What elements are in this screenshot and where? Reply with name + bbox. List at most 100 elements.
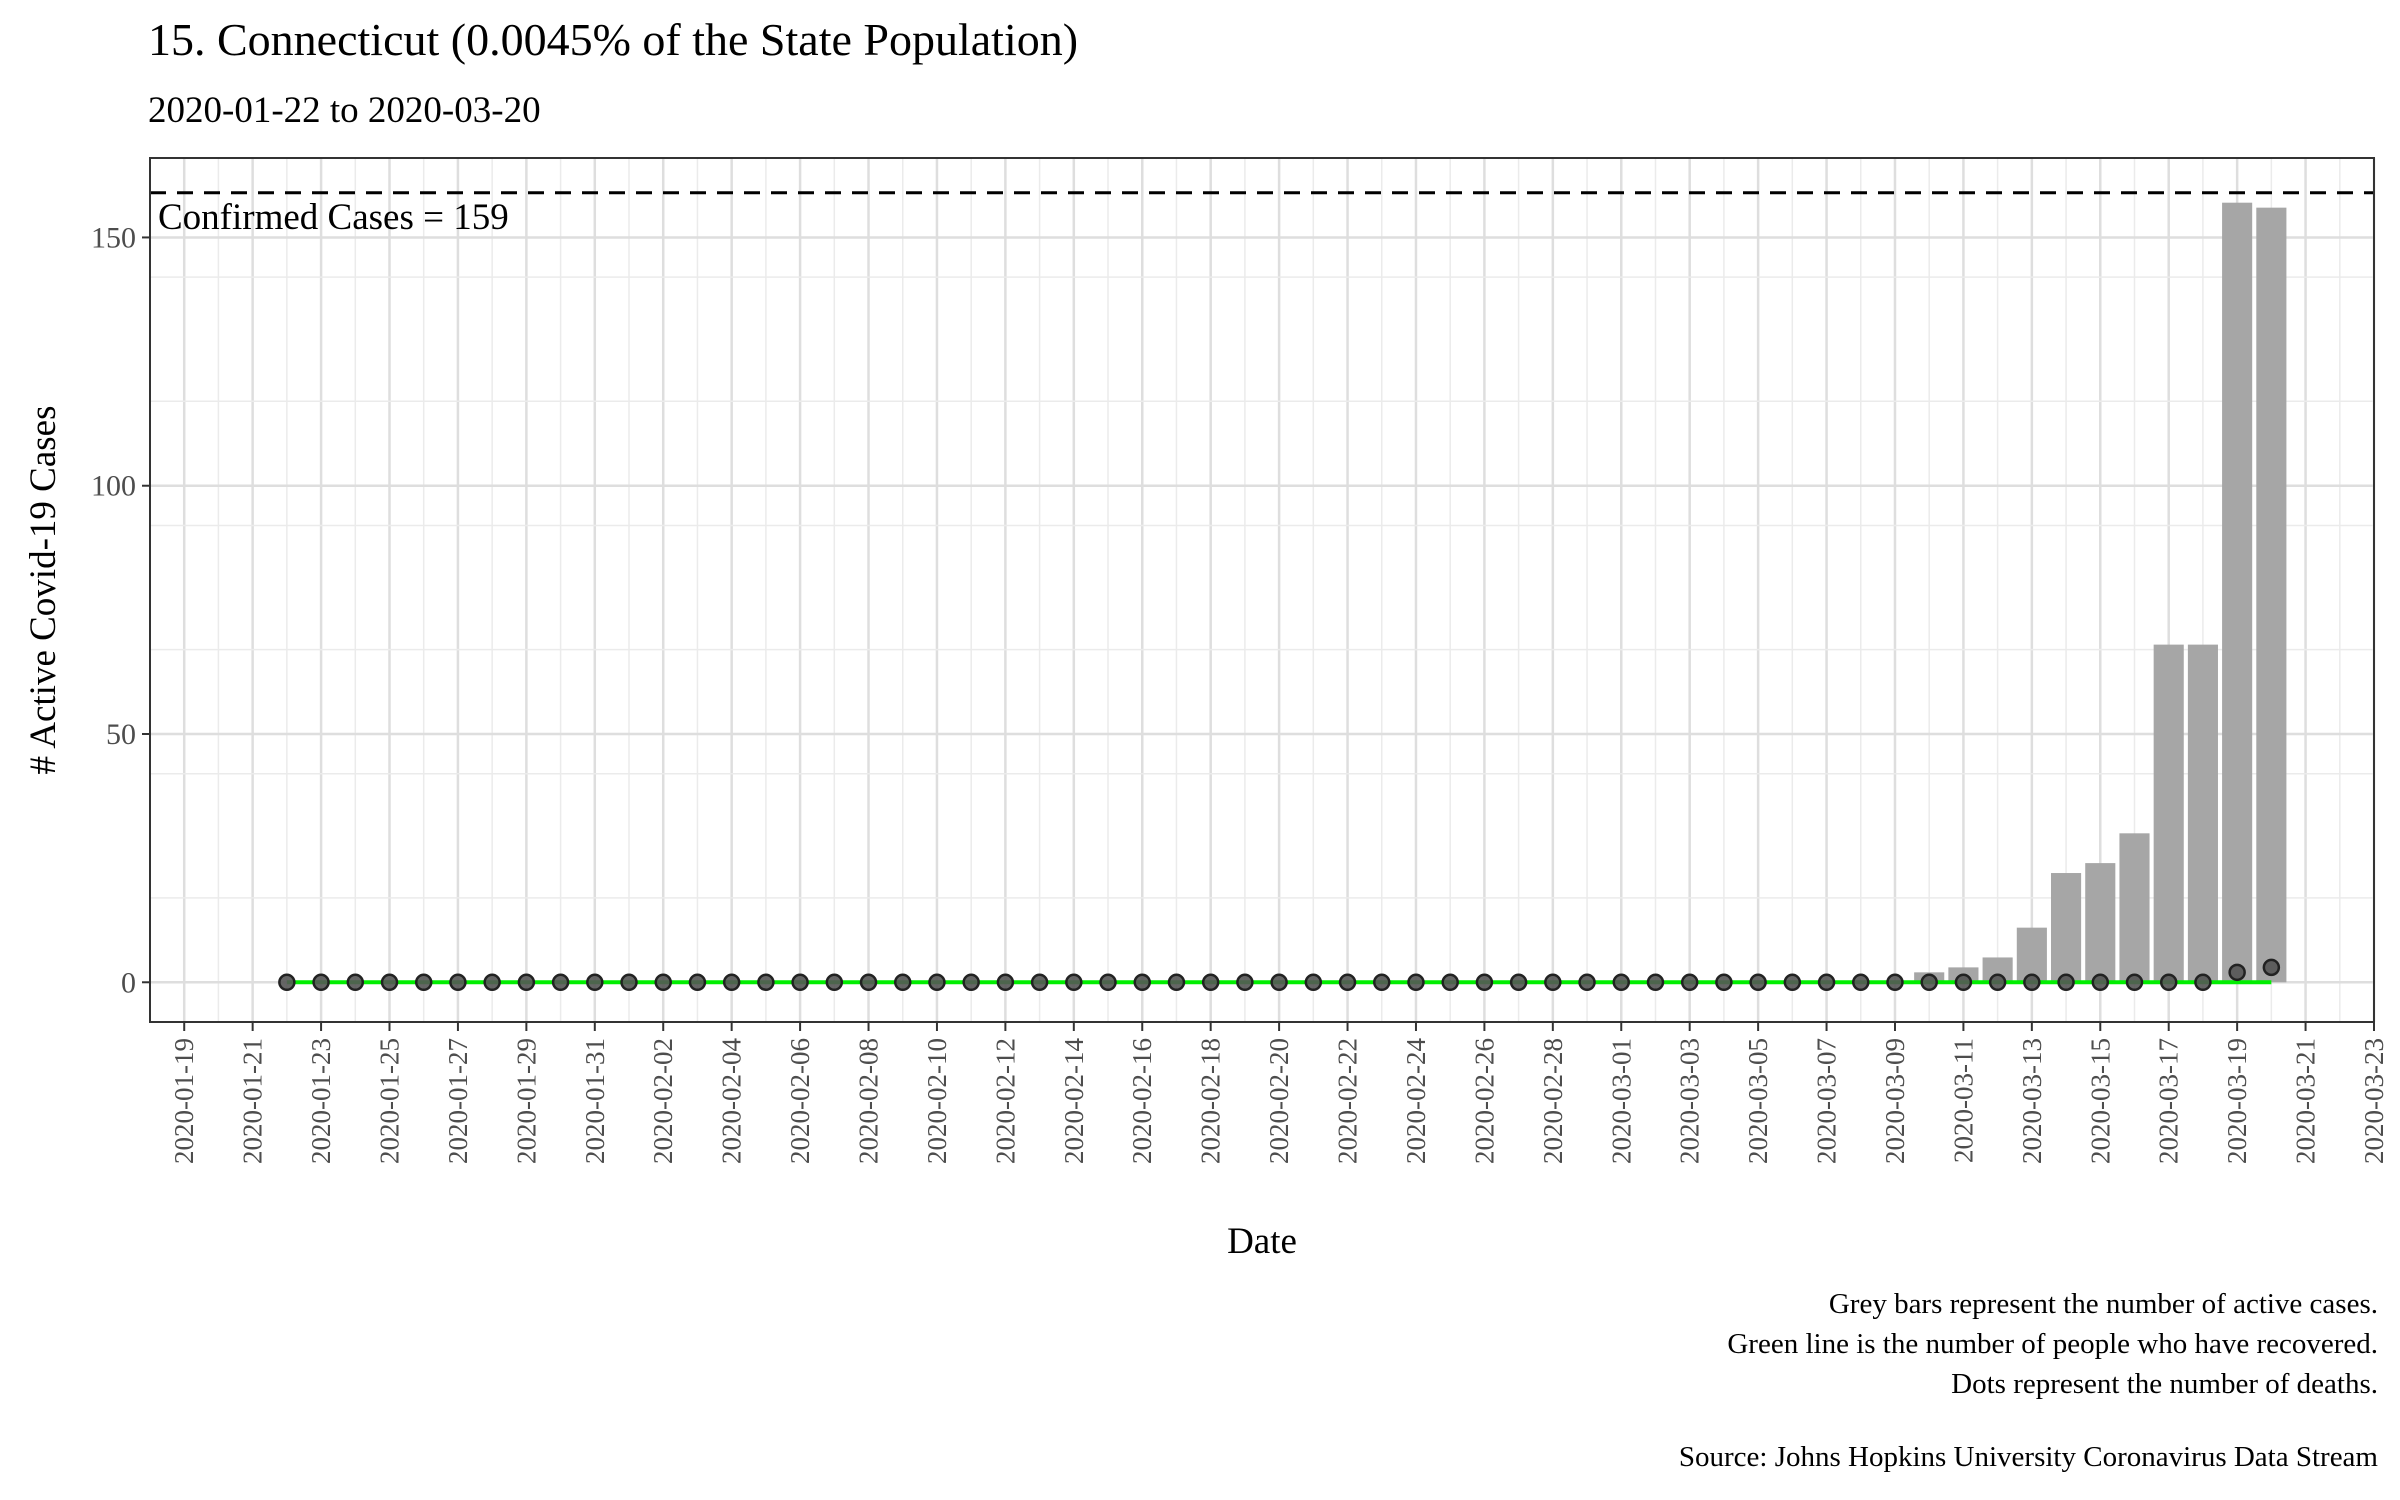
y-tick-label: 150 (91, 221, 136, 254)
death-point (1509, 973, 1528, 992)
death-point (586, 973, 604, 992)
death-point (1270, 973, 1288, 992)
x-tick-label: 2020-02-18 (1196, 1038, 1226, 1164)
death-point (1886, 973, 1904, 992)
x-tick-label: 2020-02-14 (1059, 1038, 1089, 1164)
x-tick-label: 2020-02-24 (1401, 1038, 1431, 1164)
x-tick-label: 2020-03-13 (2017, 1038, 2047, 1164)
x-tick-label: 2020-03-17 (2154, 1038, 2184, 1164)
death-point (1304, 973, 1323, 992)
death-point (1373, 973, 1391, 992)
x-tick-label: 2020-03-09 (1880, 1038, 1910, 1164)
chart-subtitle: 2020-01-22 to 2020-03-20 (148, 90, 541, 131)
death-point (791, 973, 809, 992)
death-point (1749, 973, 1767, 992)
y-tick-label: 0 (121, 966, 136, 999)
bars (1914, 202, 2287, 983)
death-point (2228, 963, 2246, 982)
x-tick-label: 2020-02-26 (1469, 1038, 1499, 1164)
x-tick-label: 2020-02-12 (990, 1038, 1020, 1164)
x-tick-label: 2020-02-22 (1333, 1038, 1363, 1164)
note-bars: Grey bars represent the number of active… (1829, 1288, 2378, 1320)
death-point (312, 973, 330, 992)
note-line: Green line is the number of people who h… (1727, 1328, 2378, 1360)
active-cases-bar (2256, 207, 2287, 983)
confirmed-cases-label: Confirmed Cases = 159 (158, 197, 509, 238)
source-note: Source: Johns Hopkins University Coronav… (1679, 1441, 2379, 1473)
death-point (551, 973, 570, 992)
x-tick-label: 2020-02-02 (648, 1038, 678, 1164)
death-point (1852, 973, 1870, 992)
death-point (2091, 973, 2110, 992)
death-point (414, 973, 433, 992)
death-point (1680, 973, 1699, 992)
death-point (1988, 973, 2007, 992)
death-point (1920, 973, 1938, 992)
death-point (722, 973, 741, 992)
x-tick-label: 2020-03-11 (1948, 1038, 1978, 1163)
death-point (1817, 973, 1836, 992)
x-tick-label: 2020-01-19 (169, 1038, 199, 1164)
active-cases-bar (2119, 833, 2150, 983)
death-point (2159, 973, 2178, 992)
x-axis-title: Date (1227, 1221, 1297, 1262)
death-point (2057, 973, 2075, 992)
x-tick-label: 2020-03-03 (1675, 1038, 1705, 1164)
death-point (757, 973, 775, 992)
death-points (278, 958, 2281, 992)
death-point (825, 973, 844, 992)
y-tick-label: 100 (91, 470, 136, 503)
death-point (1715, 973, 1733, 992)
death-point (1954, 973, 1973, 992)
x-tick-label: 2020-02-10 (922, 1038, 952, 1164)
x-tick-label: 2020-03-05 (1743, 1038, 1773, 1164)
x-tick-label: 2020-02-16 (1127, 1038, 1157, 1164)
note-dots: Dots represent the number of deaths. (1951, 1368, 2378, 1400)
y-axis-title: # Active Covid-19 Cases (23, 406, 64, 775)
x-tick-label: 2020-01-31 (580, 1038, 610, 1164)
death-point (1475, 973, 1494, 992)
death-point (1030, 973, 1049, 992)
death-point (1783, 973, 1802, 992)
death-point (2262, 958, 2281, 977)
death-point (517, 973, 536, 992)
x-tick-label: 2020-02-04 (717, 1038, 747, 1164)
x-tick-label: 2020-02-28 (1538, 1038, 1568, 1164)
death-point (380, 973, 399, 992)
chart-title: 15. Connecticut (0.0045% of the State Po… (148, 14, 1078, 65)
x-tick-label: 2020-01-27 (443, 1038, 473, 1164)
death-point (2125, 973, 2144, 992)
x-tick-label: 2020-02-06 (785, 1038, 815, 1164)
x-tick-label: 2020-03-19 (2222, 1038, 2252, 1164)
death-point (1544, 973, 1562, 992)
death-point (1099, 973, 1117, 992)
x-axis: 2020-01-19 2020-01-21 2020-01-23 2020-01-25… (169, 1022, 2389, 1164)
death-point (1441, 973, 1459, 992)
x-tick-label: 2020-02-20 (1264, 1038, 1294, 1164)
death-point (278, 973, 296, 992)
death-point (1167, 973, 1186, 992)
active-cases-bar (2016, 927, 2047, 983)
death-point (2194, 973, 2212, 992)
x-tick-label: 2020-03-15 (2085, 1038, 2115, 1164)
plot-panel-border (149, 157, 2375, 1023)
death-point (1133, 973, 1151, 992)
death-point (1201, 973, 1220, 992)
x-tick-label: 2020-03-21 (2291, 1038, 2321, 1164)
active-cases-bar (2222, 202, 2253, 983)
death-point (449, 973, 467, 992)
x-tick-label: 2020-01-23 (306, 1038, 336, 1164)
death-point (893, 973, 912, 992)
death-point (1646, 973, 1665, 992)
death-point (1065, 973, 1083, 992)
x-tick-label: 2020-01-21 (238, 1038, 268, 1164)
death-point (996, 973, 1015, 992)
x-tick-label: 2020-03-07 (1812, 1038, 1842, 1164)
active-cases-bar (2085, 863, 2116, 983)
death-point (346, 973, 365, 992)
active-cases-bar (2187, 644, 2218, 983)
death-point (928, 973, 946, 992)
active-cases-bar (2051, 873, 2082, 983)
x-tick-label: 2020-01-25 (375, 1038, 405, 1164)
